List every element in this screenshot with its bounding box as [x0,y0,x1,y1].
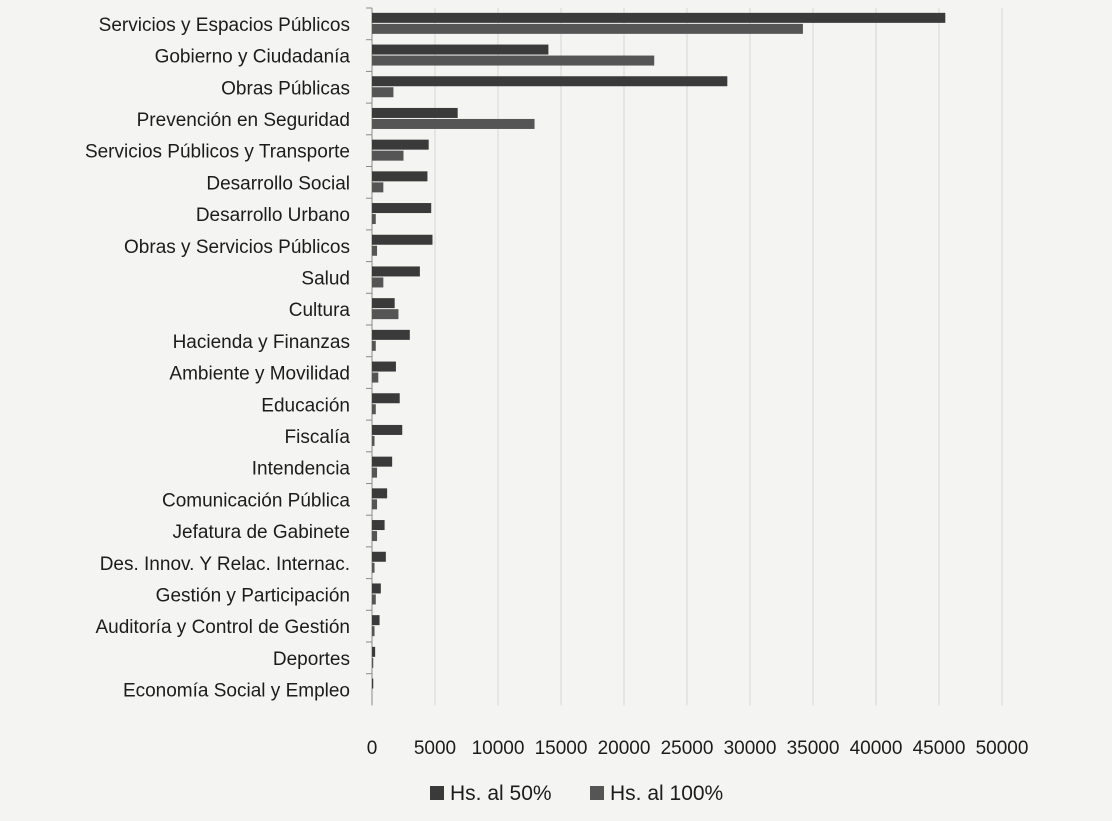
bar-hs-50 [372,171,428,182]
bar-hs-100 [372,435,375,446]
bar-hs-50 [372,678,374,689]
category-label: Servicios Públicos y Transporte [85,142,350,163]
bar-hs-100 [372,657,374,668]
x-tick-label: 5000 [414,738,456,759]
bar-hs-50 [372,329,410,340]
bar-hs-50 [372,488,388,499]
category-label: Gestión y Participación [156,585,350,606]
category-label: Deportes [273,649,350,670]
category-label: Economía Social y Empleo [123,681,350,702]
category-label: Educación [261,395,350,416]
x-tick-label: 15000 [535,738,588,759]
bar-hs-100 [372,214,376,225]
x-tick-label: 25000 [661,738,714,759]
legend-swatch [590,786,604,800]
bar-hs-100 [372,594,376,605]
category-label: Desarrollo Urbano [196,205,350,226]
category-label: Jefatura de Gabinete [173,522,350,543]
bar-hs-50 [372,520,385,531]
bar-hs-50 [372,361,396,372]
bar-hs-50 [372,456,393,467]
bar-hs-100 [372,150,404,161]
bar-hs-100 [372,245,378,256]
legend: Hs. al 50% Hs. al 100% [430,782,723,805]
x-tick-label: 35000 [787,738,840,759]
bar-hs-100 [372,626,375,637]
x-tick-label: 10000 [472,738,525,759]
category-label: Auditoría y Control de Gestión [95,617,350,638]
bar-hs-100 [372,118,535,129]
bar-hs-50 [372,203,432,214]
x-tick-label: 30000 [724,738,777,759]
bar-hs-50 [372,266,420,277]
category-label: Obras y Servicios Públicos [124,237,350,258]
bar-hs-50 [372,76,728,87]
x-tick-label: 20000 [598,738,651,759]
bar-hs-100 [372,499,378,510]
bar-hs-50 [372,615,380,626]
bar-hs-100 [372,55,655,66]
category-label: Salud [301,268,350,289]
bar-hs-100 [372,372,379,383]
bar-hs-50 [372,139,429,150]
x-tick-label: 50000 [976,738,1029,759]
category-label: Cultura [289,300,351,321]
bar-hs-50 [372,583,381,594]
bar-hs-50 [372,424,403,435]
x-tick-label: 40000 [850,738,903,759]
x-tick-label: 0 [367,738,378,759]
bar-hs-50 [372,393,400,404]
legend-label: Hs. al 100% [610,782,723,805]
bar-hs-100 [372,467,378,478]
x-axis-ticks: 0 5000 10000 15000 20000 25000 30000 35000 40000… [367,738,1029,759]
gridlines [366,7,1003,706]
bar-hs-50 [372,646,376,657]
bar-hs-100 [372,23,803,34]
bar-hs-50 [372,12,946,23]
category-label: Prevención en Seguridad [137,110,350,131]
legend-label: Hs. al 50% [450,782,552,805]
bar-hs-100 [372,562,375,573]
bar-hs-50 [372,551,386,562]
bar-hs-50 [372,44,549,55]
category-label: Gobierno y Ciudadanía [155,47,351,68]
category-label: Hacienda y Finanzas [173,332,350,353]
bar-hs-100 [372,531,378,542]
category-label: Servicios y Espacios Públicos [99,15,350,36]
bar-hs-100 [372,277,384,288]
category-label: Ambiente y Movilidad [169,364,350,385]
bar-hs-100 [372,309,399,320]
category-labels: Servicios y Espacios Públicos Gobierno y … [85,15,350,702]
bars [372,12,946,689]
bar-hs-50 [372,234,433,245]
category-label: Intendencia [252,459,351,480]
bar-hs-100 [372,340,376,351]
category-label: Fiscalía [285,427,351,448]
bar-hs-100 [372,404,376,415]
category-label: Des. Innov. Y Relac. Internac. [100,554,350,575]
bar-hs-50 [372,298,395,309]
category-label: Obras Públicas [221,78,350,99]
bar-hs-100 [372,182,384,193]
x-tick-label: 45000 [913,738,966,759]
category-label: Comunicación Pública [162,490,350,511]
legend-swatch [430,786,444,800]
bar-hs-50 [372,107,458,118]
category-label: Desarrollo Social [206,173,350,194]
bar-hs-100 [372,87,394,98]
